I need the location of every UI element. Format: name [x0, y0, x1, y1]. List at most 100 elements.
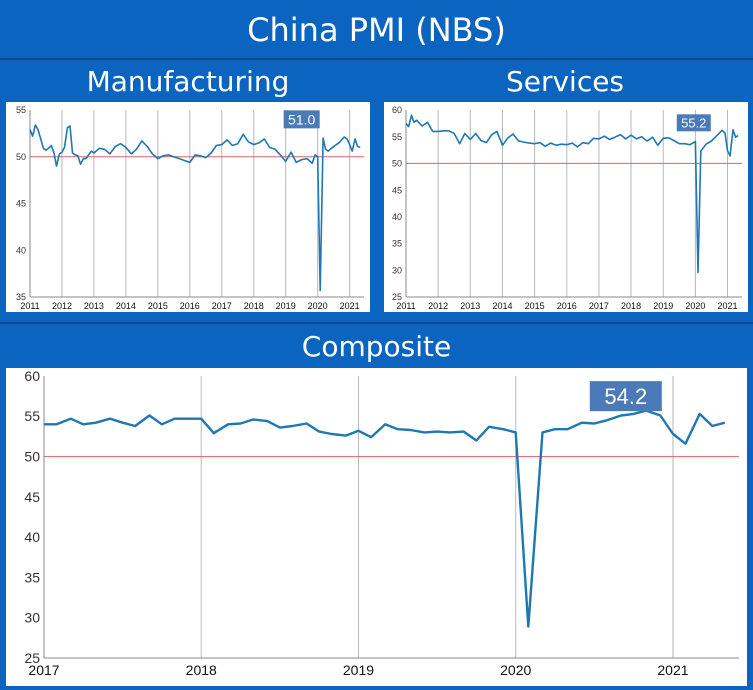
manufacturing-data-point [194, 154, 196, 156]
manufacturing-data-point [75, 154, 77, 156]
manufacturing-data-point [210, 152, 212, 154]
services-data-point [539, 142, 541, 144]
services-data-point [737, 135, 739, 137]
x-tick-label-2016: 2016 [180, 301, 200, 311]
manufacturing-data-point [319, 290, 321, 292]
manufacturing-title: Manufacturing [0, 62, 376, 102]
composite-data-point [279, 427, 281, 429]
x-tick-label-2012: 2012 [52, 301, 72, 311]
manufacturing-data-point [120, 143, 122, 145]
composite-data-point [620, 415, 622, 417]
x-tick-label-2021: 2021 [340, 301, 360, 311]
x-tick-label-2019: 2019 [276, 301, 296, 311]
composite-data-point [266, 420, 268, 422]
composite-data-point [213, 432, 215, 434]
y-tick-label-40: 40 [16, 245, 26, 255]
manufacturing-data-point [274, 148, 276, 150]
composite-data-point [384, 424, 386, 426]
manufacturing-callout-box [283, 110, 320, 129]
composite-data-point [633, 413, 635, 415]
services-data-point [518, 140, 520, 142]
services-data-point [604, 135, 606, 137]
composite-data-point [410, 429, 412, 431]
composite-data-point [554, 428, 556, 430]
manufacturing-data-point [51, 145, 53, 147]
manufacturing-data-point [232, 145, 234, 147]
services-callout-label: 55.2 [681, 116, 706, 131]
services-data-point [459, 143, 461, 145]
y-tick-label-60: 60 [24, 368, 40, 384]
manufacturing-data-point [226, 139, 228, 141]
services-data-point [560, 143, 562, 145]
manufacturing-data-point [290, 151, 292, 153]
x-tick-label-2018: 2018 [621, 301, 641, 311]
y-tick-label-45: 45 [392, 185, 402, 195]
services-data-point [566, 144, 568, 146]
x-tick-label-2018: 2018 [186, 662, 217, 678]
y-tick-label-55: 55 [392, 132, 402, 142]
composite-data-point [109, 418, 111, 420]
manufacturing-data-point [325, 148, 327, 150]
manufacturing-data-point [29, 129, 31, 131]
composite-data-point [463, 431, 465, 433]
manufacturing-data-point [136, 148, 138, 150]
manufacturing-data-point [333, 146, 335, 148]
manufacturing-data-point [200, 155, 202, 157]
x-tick-label-2018: 2018 [244, 301, 264, 311]
services-data-point [411, 115, 413, 117]
services-data-point [652, 136, 654, 138]
manufacturing-data-point [141, 140, 143, 142]
composite-data-point [527, 626, 529, 628]
services-chart-panel: 25 30 35 40 45 50 55 60 2011 2012 2013 2014 2015 2016… [384, 102, 748, 312]
services-data-point [453, 133, 455, 135]
manufacturing-data-point [242, 134, 244, 136]
y-tick-label-45: 45 [16, 199, 26, 209]
services-title: Services [377, 62, 753, 102]
services-data-point [689, 144, 691, 146]
composite-data-point [567, 428, 569, 430]
services-data-point [491, 134, 493, 136]
services-data-point [662, 138, 664, 140]
services-data-point [646, 140, 648, 142]
y-tick-label-50: 50 [24, 448, 40, 464]
services-data-point [609, 139, 611, 141]
composite-data-point [70, 418, 72, 420]
services-data-point [679, 143, 681, 145]
manufacturing-data-point [131, 153, 133, 155]
manufacturing-data-point [146, 146, 148, 148]
composite-data-point [502, 428, 504, 430]
composite-data-point [318, 431, 320, 433]
composite-data-point [542, 432, 544, 434]
manufacturing-data-point [85, 158, 87, 160]
y-tick-label-60: 60 [392, 105, 402, 115]
services-data-point [408, 126, 410, 128]
manufacturing-data-point [88, 154, 90, 156]
services-data-point [555, 144, 557, 146]
y-tick-label-35: 35 [392, 239, 402, 249]
composite-data-point [476, 440, 478, 442]
services-data-point [486, 142, 488, 144]
services-data-point [593, 138, 595, 140]
x-tick-label-2015: 2015 [525, 301, 545, 311]
composite-chart-panel: 25 30 35 40 45 50 55 60 2017 2018 2019 2020 2021 54.2 [6, 368, 747, 686]
composite-data-point [331, 433, 333, 435]
manufacturing-data-point [80, 163, 82, 165]
manufacturing-data-point [37, 129, 39, 131]
x-tick-label-2011: 2011 [20, 301, 39, 311]
manufacturing-data-point [61, 151, 63, 153]
x-tick-label-2021: 2021 [657, 662, 688, 678]
composite-data-point [122, 422, 124, 424]
y-tick-label-35: 35 [24, 569, 40, 585]
services-data-point [464, 133, 466, 135]
composite-data-point [188, 418, 190, 420]
manufacturing-callout-label: 51.0 [288, 111, 315, 127]
x-tick-label-2011: 2011 [396, 301, 415, 311]
manufacturing-data-point [109, 153, 111, 155]
composite-data-point [174, 418, 176, 420]
services-data-point [735, 136, 737, 138]
manufacturing-data-point [32, 135, 34, 137]
composite-data-point [685, 443, 687, 445]
manufacturing-data-point [83, 158, 85, 160]
composite-data-point [436, 431, 438, 433]
y-tick-label-30: 30 [24, 610, 40, 626]
